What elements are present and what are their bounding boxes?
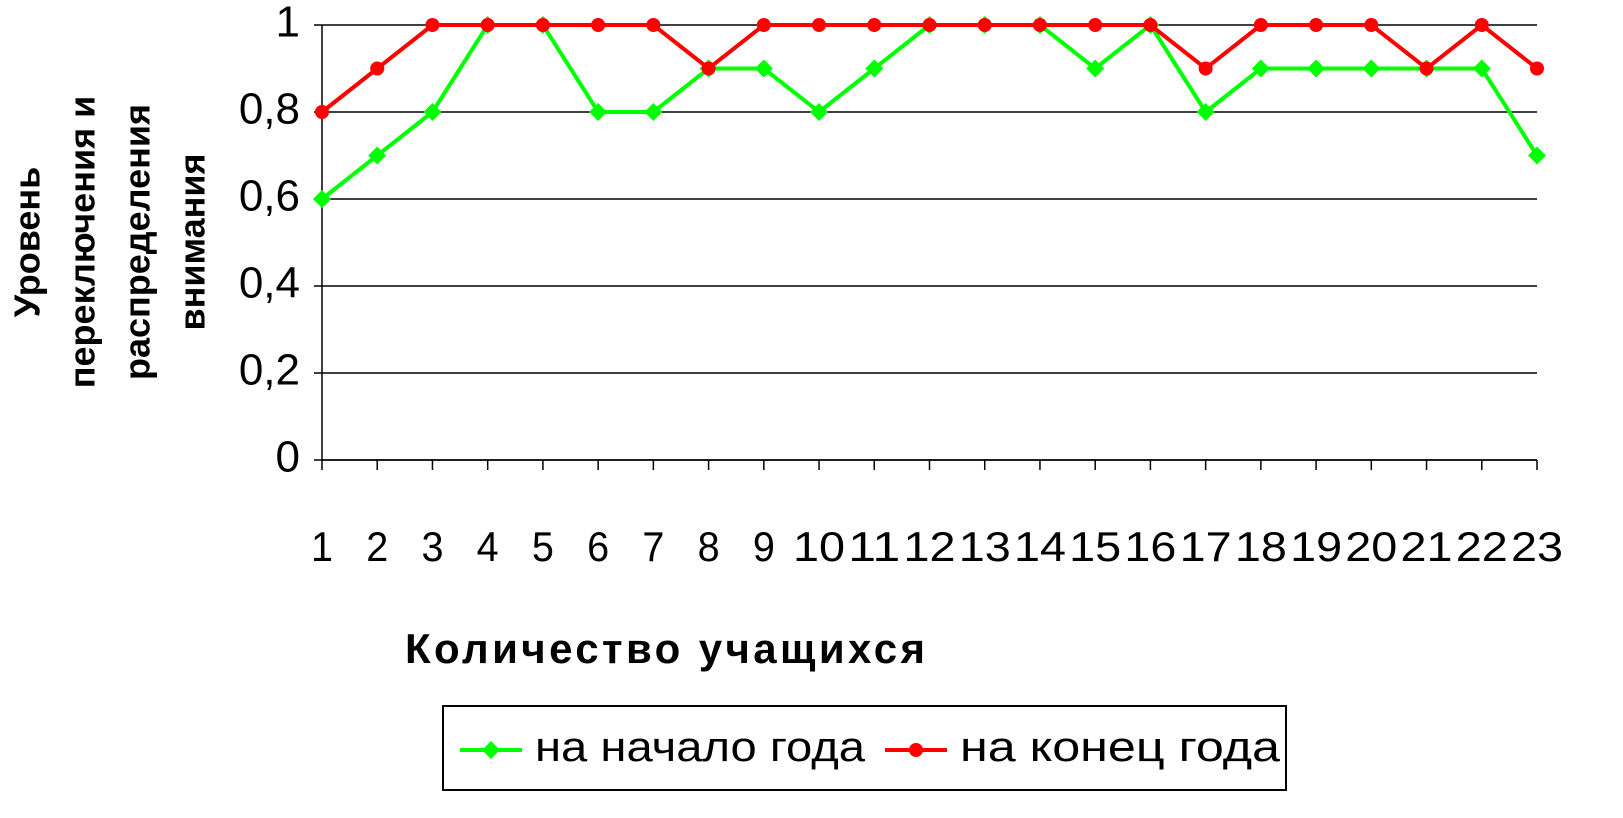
y-tick-label: 0,6	[239, 172, 300, 221]
x-tick-label: 6	[587, 523, 609, 570]
data-point	[370, 61, 385, 76]
data-point	[1143, 18, 1158, 32]
data-point	[1364, 18, 1379, 32]
x-tick-label: 21	[1401, 523, 1453, 570]
x-tick-label: 15	[1069, 523, 1121, 570]
data-point	[313, 190, 331, 208]
data-point	[644, 103, 663, 121]
legend-marker	[482, 741, 500, 759]
y-tick-label: 0,4	[239, 259, 300, 308]
y-tick-label: 0	[276, 433, 300, 482]
data-point	[1253, 18, 1268, 32]
y-tick-label: 1	[276, 0, 300, 47]
x-tick-label: 1	[311, 523, 333, 570]
x-tick-label: 14	[1014, 523, 1066, 570]
data-point	[368, 146, 387, 165]
data-point	[756, 18, 771, 32]
x-tick-label: 19	[1290, 523, 1342, 570]
data-point	[1196, 103, 1215, 121]
y-tick-label: 0,2	[239, 346, 300, 395]
x-tick-label: 4	[477, 523, 499, 570]
y-axis-title: распределения	[117, 104, 158, 380]
x-tick-label: 13	[959, 523, 1011, 570]
x-tick-label: 12	[904, 523, 956, 570]
data-point	[977, 18, 992, 32]
x-tick-label: 3	[421, 523, 443, 570]
data-point	[1088, 18, 1103, 32]
x-tick-label: 17	[1180, 523, 1232, 570]
x-tick-label: 8	[698, 523, 720, 570]
data-point	[1362, 59, 1381, 78]
y-axis-title: переключения и	[62, 96, 103, 388]
data-point	[1309, 18, 1324, 32]
x-tick-label: 10	[793, 523, 845, 570]
data-point	[701, 61, 716, 76]
y-axis-title: Уровень	[7, 167, 48, 318]
data-point	[1528, 146, 1546, 165]
x-axis-title: Количество учащихся	[405, 625, 925, 672]
data-point	[1472, 59, 1491, 78]
x-tick-label: 23	[1511, 523, 1563, 570]
data-point	[1251, 59, 1270, 78]
x-tick-label: 5	[532, 523, 554, 570]
data-point	[1032, 18, 1047, 32]
legend-label: на начало года	[535, 723, 866, 770]
data-point	[646, 18, 661, 32]
x-tick-label: 11	[848, 523, 900, 570]
data-point	[922, 18, 937, 32]
x-tick-label: 18	[1235, 523, 1287, 570]
data-point	[591, 18, 606, 32]
x-tick-label: 2	[366, 523, 388, 570]
data-point	[867, 18, 882, 32]
legend-label: на конец года	[960, 723, 1281, 770]
legend-box	[442, 705, 1287, 791]
x-tick-label: 22	[1456, 523, 1508, 570]
data-point	[812, 18, 827, 32]
data-point	[1086, 59, 1105, 78]
data-point	[315, 105, 329, 119]
data-point	[535, 18, 550, 32]
data-point	[1474, 18, 1489, 32]
data-point	[1307, 59, 1326, 78]
data-point	[1530, 61, 1544, 76]
data-point	[865, 59, 884, 78]
x-tick-label: 16	[1124, 523, 1176, 570]
x-tick-label: 20	[1345, 523, 1397, 570]
legend-marker	[909, 743, 923, 757]
y-tick-label: 0,8	[239, 85, 300, 134]
data-point	[425, 18, 440, 32]
data-point	[480, 18, 495, 32]
y-axis-title: внимания	[172, 153, 213, 330]
data-point	[1198, 61, 1213, 76]
x-tick-label: 9	[753, 523, 775, 570]
data-point	[1419, 61, 1434, 76]
x-tick-label: 7	[642, 523, 664, 570]
data-point	[589, 103, 608, 121]
data-point	[754, 59, 773, 78]
data-point	[810, 103, 829, 121]
data-point	[423, 103, 442, 121]
